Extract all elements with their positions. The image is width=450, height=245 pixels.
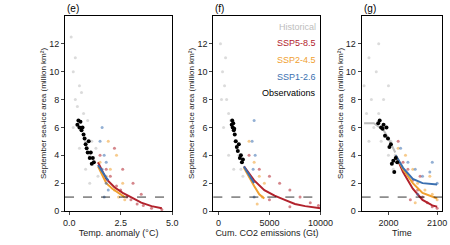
svg-text:8: 8 [54,95,59,105]
svg-text:(e): (e) [67,3,79,14]
svg-text:(g): (g) [364,3,376,14]
svg-text:Temp. anomaly (°C): Temp. anomaly (°C) [79,228,159,238]
svg-text:0.0: 0.0 [63,218,76,228]
svg-text:12: 12 [49,39,59,49]
svg-text:0: 0 [203,206,208,216]
svg-text:Cum. CO2 emissions (Gt): Cum. CO2 emissions (Gt) [215,228,318,238]
svg-text:2.5: 2.5 [114,218,127,228]
svg-text:8: 8 [351,95,356,105]
svg-text:12: 12 [198,39,208,49]
svg-text:September sea-ice area (millio: September sea-ice area (million km²) [336,48,345,179]
svg-text:Historical: Historical [279,22,316,32]
svg-text:2: 2 [54,178,59,188]
svg-text:12: 12 [346,39,356,49]
svg-text:4: 4 [54,150,59,160]
svg-text:10: 10 [346,67,356,77]
svg-text:2: 2 [203,178,208,188]
svg-text:SSP1-2.6: SSP1-2.6 [277,72,316,82]
svg-text:September sea-ice area (millio: September sea-ice area (million km²) [187,48,196,179]
svg-text:SSP5-8.5: SSP5-8.5 [277,38,316,48]
svg-text:SSP2-4.5: SSP2-4.5 [277,55,316,65]
svg-text:10: 10 [198,67,208,77]
svg-text:4: 4 [351,150,356,160]
svg-text:8: 8 [203,95,208,105]
svg-text:6: 6 [351,123,356,133]
svg-text:September sea-ice area (millio: September sea-ice area (million km²) [39,48,48,179]
svg-text:0: 0 [216,218,221,228]
svg-text:10000: 10000 [308,218,333,228]
svg-text:10: 10 [49,67,59,77]
svg-text:Time: Time [392,228,412,238]
svg-text:2100: 2100 [427,218,447,228]
svg-text:4: 4 [203,150,208,160]
svg-text:2000: 2000 [378,218,398,228]
svg-text:5.0: 5.0 [166,218,179,228]
svg-text:Observations: Observations [262,88,316,98]
svg-text:0: 0 [54,206,59,216]
svg-text:0: 0 [351,206,356,216]
svg-text:6: 6 [54,123,59,133]
svg-text:6: 6 [203,123,208,133]
svg-text:2: 2 [351,178,356,188]
svg-text:(f): (f) [215,3,224,14]
svg-text:5000: 5000 [259,218,279,228]
